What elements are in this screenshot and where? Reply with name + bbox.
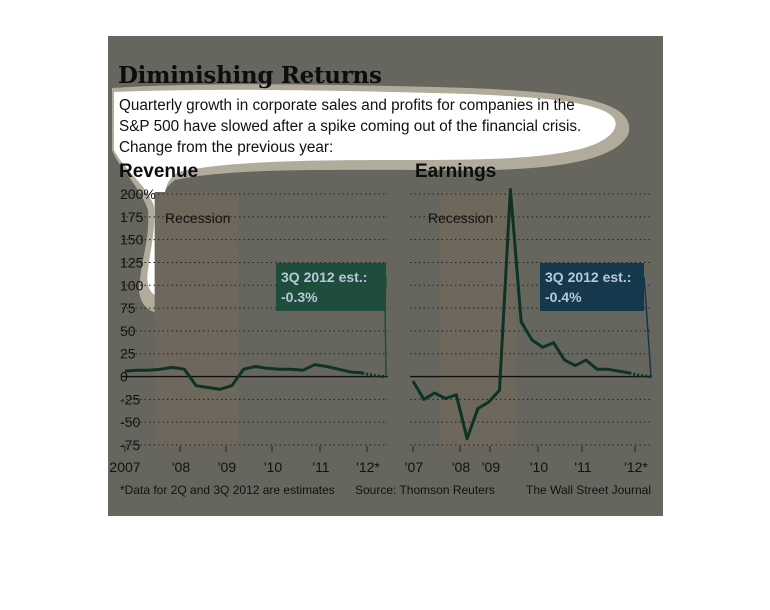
y-tick-label: 200% bbox=[120, 186, 156, 202]
chart-subtitle: Quarterly growth in corporate sales and … bbox=[119, 95, 649, 158]
revenue-x-tick-label: '10 bbox=[264, 459, 282, 475]
revenue-callout-box bbox=[276, 263, 386, 311]
revenue-callout-label: 3Q 2012 est.: bbox=[281, 269, 367, 285]
y-tick-label: -50 bbox=[120, 414, 140, 430]
earnings-callout-label: 3Q 2012 est.: bbox=[545, 269, 631, 285]
earnings-x-tick-label: '09 bbox=[482, 459, 500, 475]
earnings-x-tick-label: '12* bbox=[624, 459, 648, 475]
revenue-x-tick-label: '08 bbox=[172, 459, 190, 475]
revenue-x-tick-label: '12* bbox=[356, 459, 380, 475]
y-tick-label: -25 bbox=[120, 391, 140, 407]
footnote: *Data for 2Q and 3Q 2012 are estimates bbox=[120, 483, 335, 497]
earnings-x-tick-label: '10 bbox=[530, 459, 548, 475]
revenue-x-tick-label: '11 bbox=[312, 459, 329, 475]
chart-title: Diminishing Returns bbox=[118, 62, 382, 89]
y-tick-label: 0 bbox=[120, 369, 128, 385]
earnings-callout-value: -0.4% bbox=[545, 289, 582, 305]
revenue-chart: Recession 200% 175 150 125 100 75 50 25 0 -25 -50 -7… bbox=[109, 161, 388, 475]
revenue-title: Revenue bbox=[119, 161, 198, 182]
earnings-x-tick-label: '11 bbox=[574, 459, 591, 475]
credit-note: The Wall Street Journal bbox=[526, 483, 651, 497]
earnings-title: Earnings bbox=[415, 161, 496, 182]
revenue-x-tick-label: '09 bbox=[218, 459, 236, 475]
subtitle-line-1: Quarterly growth in corporate sales and … bbox=[119, 97, 575, 114]
y-tick-label: 25 bbox=[120, 346, 136, 362]
y-tick-label: 50 bbox=[120, 323, 136, 339]
y-tick-label: 100 bbox=[120, 277, 144, 293]
y-tick-label: 175 bbox=[120, 209, 144, 225]
revenue-x-tick-label: 2007 bbox=[109, 459, 140, 475]
revenue-callout-value: -0.3% bbox=[281, 289, 318, 305]
y-tick-label: 75 bbox=[120, 300, 136, 316]
revenue-recession-band bbox=[154, 192, 238, 447]
earnings-chart: Recession Earnings '07 '08 '09 '10 '11 '12* 3Q 2… bbox=[405, 161, 652, 475]
earnings-x-tick-label: '07 bbox=[405, 459, 423, 475]
revenue-recession-label: Recession bbox=[165, 210, 230, 226]
y-tick-label: 125 bbox=[120, 254, 144, 270]
earnings-x-tick-label: '08 bbox=[452, 459, 470, 475]
subtitle-line-3: Change from the previous year: bbox=[119, 139, 334, 156]
y-tick-label: 150 bbox=[120, 232, 144, 248]
earnings-series-line bbox=[411, 187, 630, 441]
footer: *Data for 2Q and 3Q 2012 are estimates S… bbox=[120, 483, 651, 497]
subtitle-line-2: S&P 500 have slowed after a spike coming… bbox=[119, 118, 582, 135]
revenue-estimate-line bbox=[361, 371, 387, 379]
source-note: Source: Thomson Reuters bbox=[355, 483, 495, 497]
earnings-callout-leader bbox=[643, 276, 652, 377]
earnings-callout-box bbox=[540, 263, 644, 311]
revenue-series-line bbox=[124, 363, 363, 391]
earnings-recession-label: Recession bbox=[428, 210, 493, 226]
revenue-callout-leader bbox=[384, 276, 387, 377]
y-tick-label: -75 bbox=[120, 437, 140, 453]
